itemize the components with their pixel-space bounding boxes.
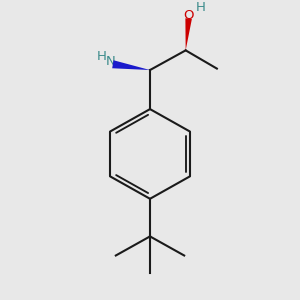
Text: O: O (183, 9, 194, 22)
Polygon shape (112, 60, 150, 70)
Polygon shape (185, 18, 192, 50)
Text: N: N (106, 55, 115, 68)
Text: H: H (196, 1, 206, 14)
Text: H: H (97, 50, 106, 63)
